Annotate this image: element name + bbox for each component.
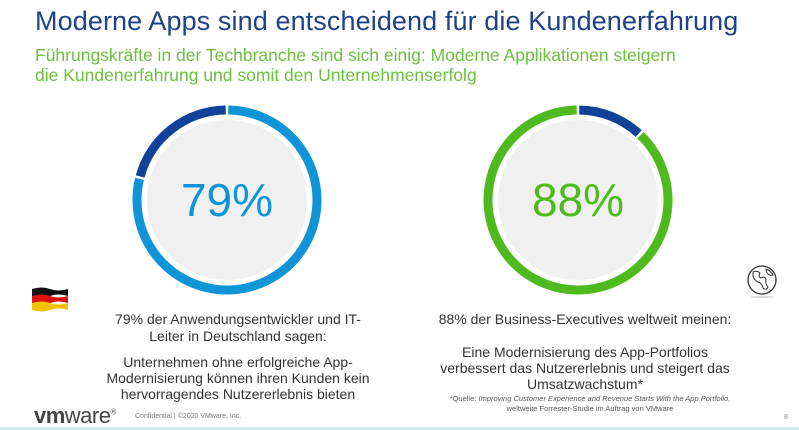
source-line2: weltweite Forrester-Studie im Auftrag vo…: [506, 404, 674, 413]
slide-title: Moderne Apps sind entscheidend für die K…: [35, 6, 739, 36]
globe-icon: [747, 265, 777, 299]
subtitle-line: die Kundenerfahrung und somit den Untern…: [35, 65, 477, 85]
left-statement: 79% der Anwendungsentwickler und IT- Lei…: [88, 311, 388, 402]
donut-label: 79%: [181, 174, 273, 226]
page-number: 8: [784, 414, 788, 421]
confidential-notice: Confidential | ©2020 VMware, Inc.: [135, 413, 242, 420]
germany-flag-icon: [32, 287, 68, 312]
donut-segment-rest: [135, 105, 226, 178]
donut-segment-value: [132, 105, 322, 295]
right-lead: 88% der Business-Executives weltweit mei…: [420, 311, 750, 328]
text-line: hervorragendes Nutzererlebnis bieten: [120, 386, 356, 402]
bottom-bar: [0, 427, 799, 430]
donut-chart-right: 88%: [483, 105, 673, 295]
subtitle-line: Führungskräfte in der Techbranche sind s…: [35, 45, 676, 65]
donut-segment-rest: [579, 105, 642, 137]
right-quote: Eine Modernisierung des App-Portfolios v…: [420, 344, 750, 392]
right-statement: 88% der Business-Executives weltweit mei…: [420, 311, 750, 392]
text-line: Unternehmen ohne erfolgreiche App-: [123, 354, 353, 370]
donut-chart-left: 79%: [132, 105, 322, 295]
donut-center: [498, 120, 658, 280]
text-line: verbessert das Nutzererlebnis und steige…: [440, 360, 730, 376]
source-note: *Quelle: Improving Customer Experience a…: [420, 394, 760, 414]
text-line: Modernisierung können ihren Kunden kein: [106, 370, 370, 386]
logo-vm: vm: [34, 403, 65, 428]
text-line: Umsatzwachstum*: [527, 376, 643, 392]
slide-subtitle: Führungskräfte in der Techbranche sind s…: [35, 45, 676, 85]
donut-segment-value: [483, 105, 673, 295]
vmware-logo: vmware®: [34, 403, 116, 429]
left-quote: Unternehmen ohne erfolgreiche App- Moder…: [88, 354, 388, 402]
logo-ware: ware: [64, 403, 111, 428]
donut-label: 88%: [532, 174, 624, 226]
text-line: 88% der Business-Executives weltweit mei…: [438, 311, 732, 327]
donut-center: [147, 120, 307, 280]
text-line: Eine Modernisierung des App-Portfolios: [462, 344, 708, 360]
logo-mark: ®: [110, 407, 116, 417]
left-lead: 79% der Anwendungsentwickler und IT- Lei…: [88, 311, 388, 345]
text-line: Leiter in Deutschland sagen:: [149, 328, 327, 344]
text-line: 79% der Anwendungsentwickler und IT-: [115, 311, 361, 327]
source-title: Improving Customer Experience and Revenu…: [478, 394, 731, 403]
source-prefix: *Quelle:: [449, 394, 479, 403]
